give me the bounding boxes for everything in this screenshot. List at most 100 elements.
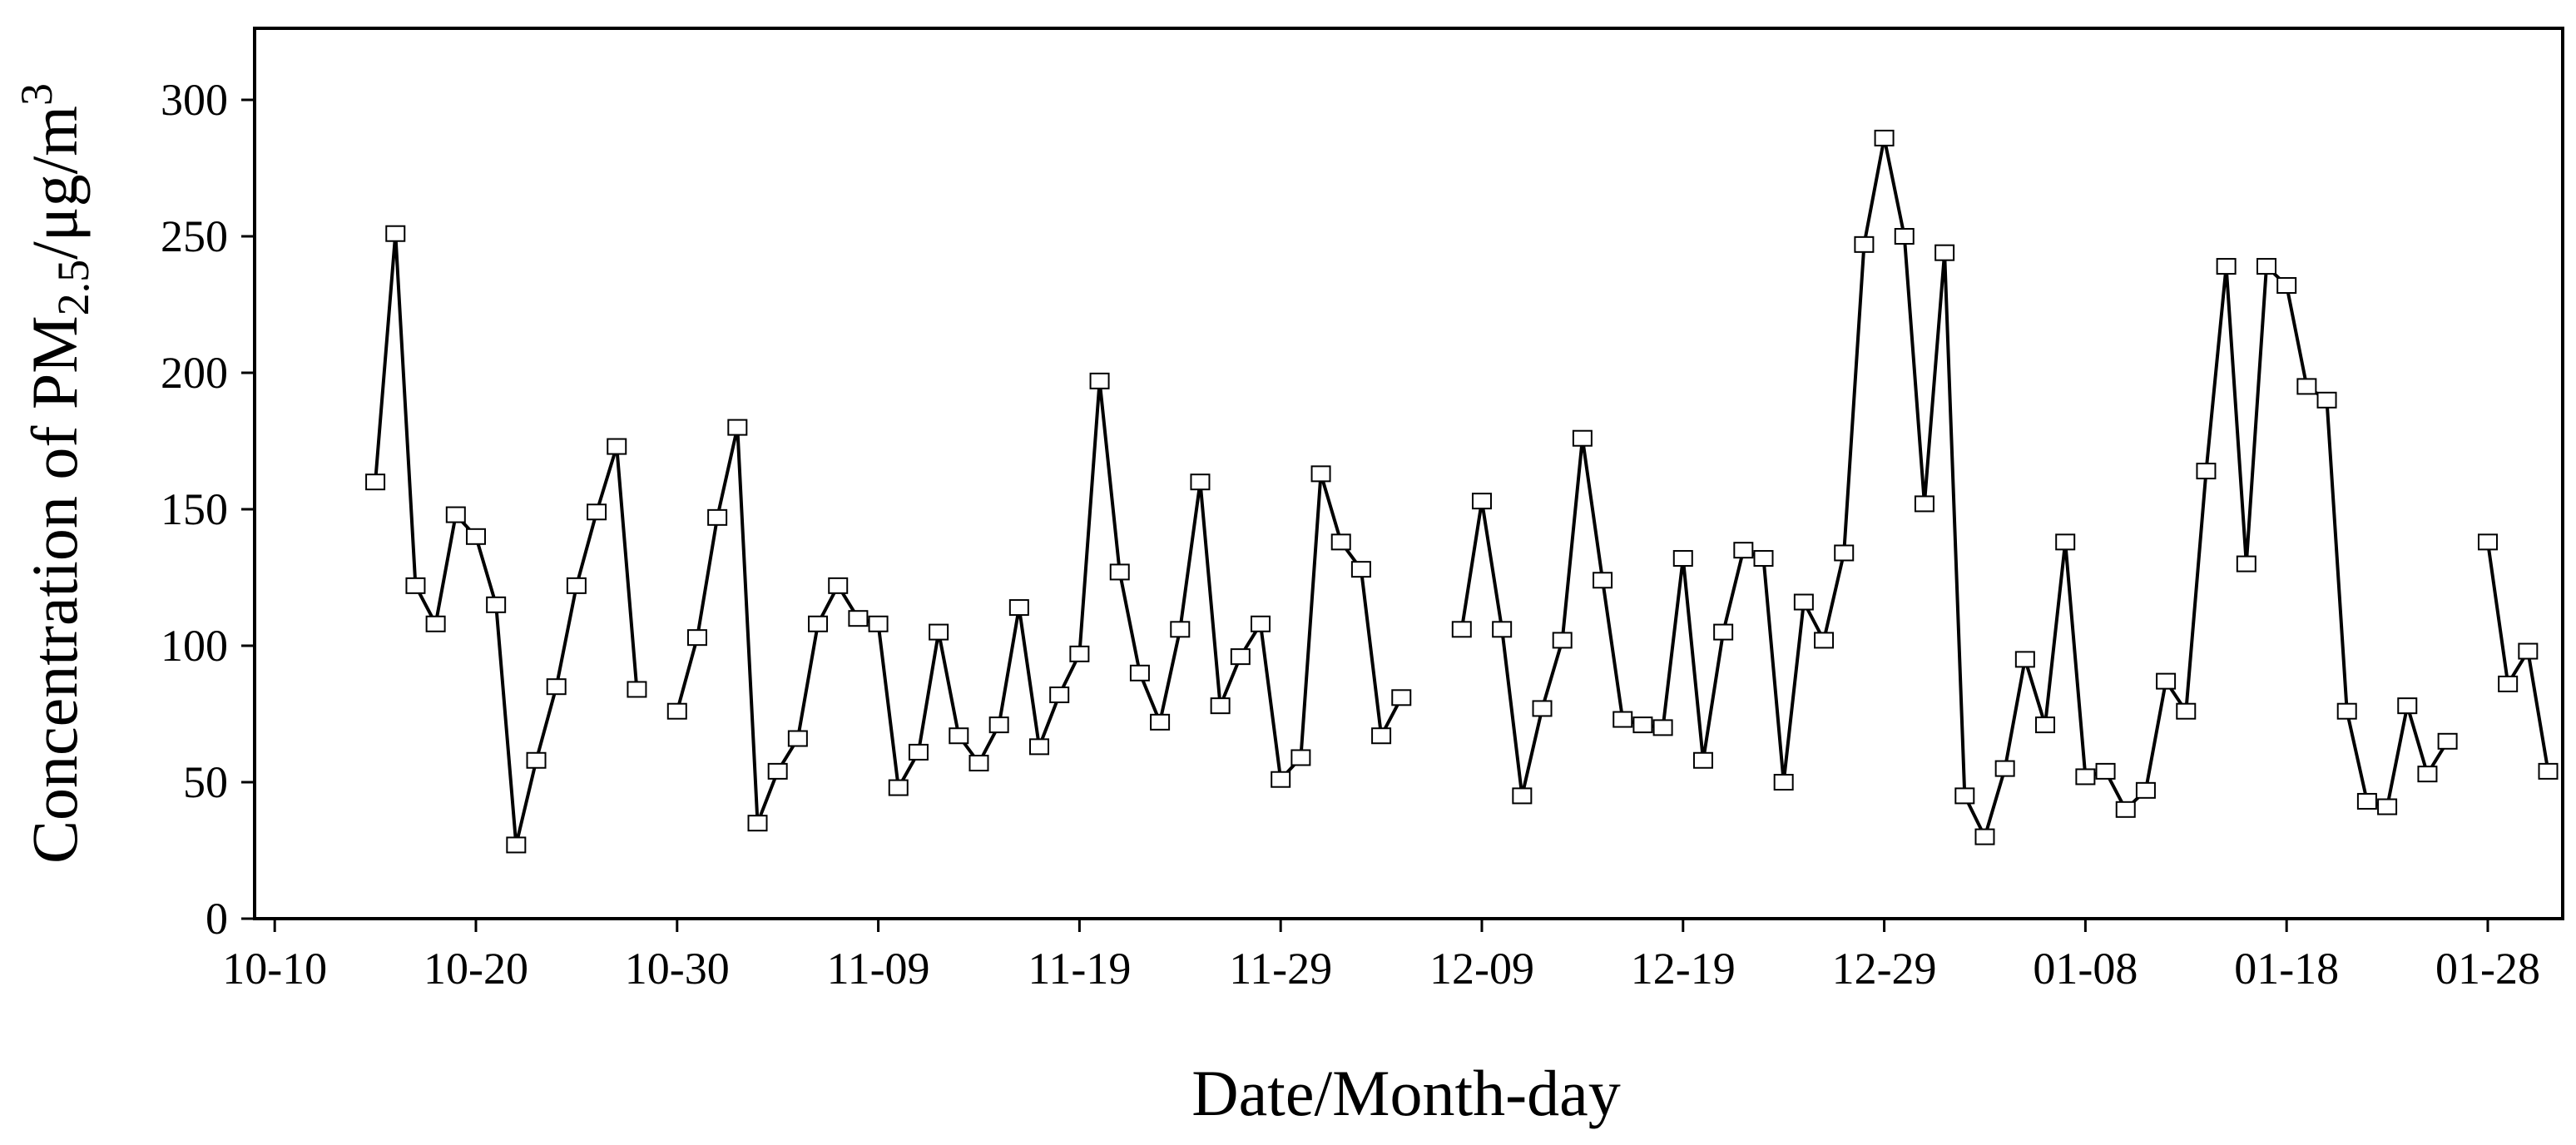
data-point-marker <box>2135 781 2156 799</box>
data-point-marker <box>2377 798 2398 815</box>
x-tick-label: 01-28 <box>2435 944 2540 994</box>
data-point-marker <box>707 508 728 526</box>
x-tick-label: 11-29 <box>1229 944 1332 994</box>
x-tick-label: 10-20 <box>424 944 528 994</box>
x-tick-label: 01-18 <box>2234 944 2339 994</box>
data-point-marker <box>2095 762 2116 780</box>
data-point-marker <box>385 225 406 242</box>
data-point-marker <box>1451 621 1472 638</box>
y-tick-label: 200 <box>161 348 228 398</box>
data-point-marker <box>1552 632 1573 649</box>
y-tick-label: 150 <box>161 484 228 534</box>
data-point-marker <box>908 743 929 761</box>
data-point-marker <box>1814 632 1835 649</box>
data-point-marker <box>1210 697 1231 715</box>
data-point-marker <box>1170 621 1191 638</box>
x-tick-label: 11-09 <box>827 944 930 994</box>
data-point-marker <box>1371 727 1392 745</box>
data-point-marker <box>365 473 386 491</box>
data-point-marker <box>2336 702 2357 720</box>
x-tick-label: 12-29 <box>1832 944 1937 994</box>
data-point-marker <box>2035 716 2056 734</box>
y-axis-ticks: 0 50 100 150 200 250 300 <box>161 75 255 944</box>
data-point-marker <box>1230 648 1251 666</box>
data-point-marker <box>1692 751 1713 769</box>
data-point-marker <box>2176 702 2197 720</box>
data-point-marker <box>1089 372 1110 389</box>
data-point-marker <box>787 730 808 747</box>
data-point-marker <box>1773 774 1794 791</box>
data-point-marker <box>1251 615 1271 632</box>
data-point-marker <box>465 528 486 545</box>
data-point-marker <box>607 438 627 455</box>
data-point-marker <box>686 629 707 647</box>
y-axis-title-unit: /μg/m <box>18 106 91 260</box>
data-point-marker <box>2115 801 2136 818</box>
data-point-marker <box>1271 771 1291 788</box>
data-point-marker <box>1914 495 1934 513</box>
series-layer <box>365 129 2559 854</box>
x-tick-label: 12-19 <box>1631 944 1736 994</box>
y-tick-label: 50 <box>183 757 228 807</box>
y-axis-title-main: Concentration of PM <box>18 315 91 864</box>
data-point-marker <box>1834 544 1855 562</box>
data-point-marker <box>2538 762 2559 780</box>
data-point-marker <box>1532 700 1553 717</box>
data-point-marker <box>1854 235 1875 253</box>
data-point-marker <box>1652 719 1673 736</box>
data-point-marker <box>949 727 969 745</box>
data-point-marker <box>2236 555 2256 572</box>
data-point-marker <box>2397 697 2418 715</box>
series-line-segment <box>2486 542 2550 772</box>
data-point-marker <box>2075 768 2096 786</box>
data-point-marker <box>1753 550 1774 568</box>
data-point-marker <box>2316 391 2337 409</box>
data-point-marker <box>1350 561 1371 578</box>
data-point-marker <box>1672 550 1693 568</box>
data-point-marker <box>727 419 748 436</box>
data-point-marker <box>2256 258 2276 275</box>
data-point-marker <box>1150 713 1171 731</box>
series-line-segment <box>1459 136 2450 839</box>
data-point-marker <box>1593 572 1613 589</box>
data-point-marker <box>526 751 547 769</box>
data-point-marker <box>2196 463 2217 480</box>
data-point-marker <box>666 702 687 720</box>
data-point-marker <box>1310 465 1331 483</box>
data-point-marker <box>929 623 949 641</box>
y-tick-label: 300 <box>161 75 228 125</box>
data-point-marker <box>968 755 989 772</box>
data-point-marker <box>747 815 768 832</box>
x-tick-label: 10-10 <box>222 944 327 994</box>
data-point-marker <box>1733 542 1754 559</box>
data-point-marker <box>486 596 507 613</box>
data-point-marker <box>767 762 788 780</box>
data-point-marker <box>1069 645 1090 662</box>
plot-frame <box>253 27 2564 920</box>
data-point-marker <box>405 577 426 594</box>
data-point-marker <box>1471 493 1492 510</box>
data-point-marker <box>1793 593 1814 611</box>
data-point-marker <box>2356 792 2377 810</box>
x-axis-title: Date/Month-day <box>1191 1057 1621 1129</box>
data-point-marker <box>2417 766 2438 783</box>
y-tick-label: 100 <box>161 621 228 671</box>
data-point-marker <box>2055 533 2076 551</box>
x-tick-label: 11-19 <box>1028 944 1131 994</box>
x-tick-label: 01-08 <box>2033 944 2138 994</box>
data-point-marker <box>1974 828 1995 845</box>
data-point-marker <box>587 503 607 521</box>
data-point-marker <box>868 615 889 632</box>
series-line-segment <box>374 231 639 847</box>
y-axis-title-superscript: 3 <box>12 83 62 106</box>
data-point-marker <box>2518 642 2539 660</box>
data-point-marker <box>2276 277 2297 295</box>
data-point-marker <box>2216 258 2237 275</box>
data-point-marker <box>1512 787 1533 805</box>
y-tick-label: 250 <box>161 211 228 261</box>
data-point-marker <box>425 615 446 632</box>
data-point-marker <box>1190 473 1211 491</box>
x-tick-label: 12-09 <box>1429 944 1534 994</box>
data-point-marker <box>848 610 869 627</box>
